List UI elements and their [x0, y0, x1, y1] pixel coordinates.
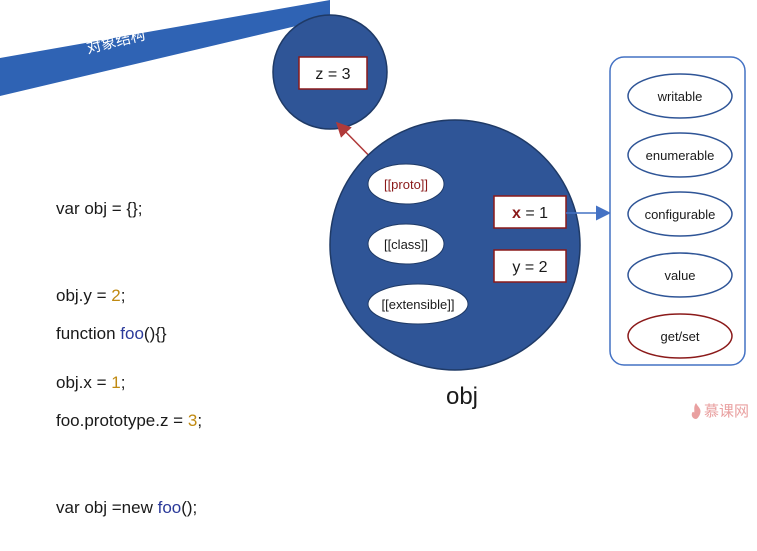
- internal-slot-extensible: [[extensible]]: [382, 297, 455, 312]
- flame-icon: [691, 402, 701, 419]
- code-line: obj.y = 2;: [56, 286, 126, 305]
- property-y: y = 2: [512, 259, 547, 276]
- code-line: obj.x = 1;: [56, 373, 126, 392]
- code-block-object-literal: var obj = {}; obj.y = 2; obj.x = 1;: [56, 136, 142, 426]
- property-x: x = 1: [512, 205, 548, 222]
- descriptor-configurable: configurable: [645, 207, 716, 222]
- descriptor-get-set: get/set: [660, 329, 699, 344]
- property-descriptor-panel: writable enumerable configurable value g…: [609, 56, 746, 366]
- obj-label: obj: [446, 383, 478, 410]
- descriptor-value: value: [664, 268, 695, 283]
- code-line: var obj = {};: [56, 199, 143, 218]
- internal-slot-proto: [[proto]]: [384, 177, 428, 192]
- prototype-property-z: z = 3: [315, 66, 350, 83]
- internal-slot-class: [[class]]: [384, 237, 428, 252]
- watermark-logo: 慕课网: [690, 400, 749, 421]
- object-structure-diagram: z = 3 [[proto]] [[class]] [[extensible]]…: [272, 14, 746, 410]
- descriptor-enumerable: enumerable: [646, 148, 715, 163]
- obj-node: [[proto]] [[class]] [[extensible]] x = 1…: [329, 119, 581, 371]
- logo-text: 慕课网: [703, 403, 749, 420]
- prototype-object-node: z = 3: [272, 14, 388, 130]
- descriptor-writable: writable: [657, 89, 703, 104]
- code-line: function foo(){}: [56, 324, 167, 343]
- code-line: var obj =new foo();: [56, 498, 198, 517]
